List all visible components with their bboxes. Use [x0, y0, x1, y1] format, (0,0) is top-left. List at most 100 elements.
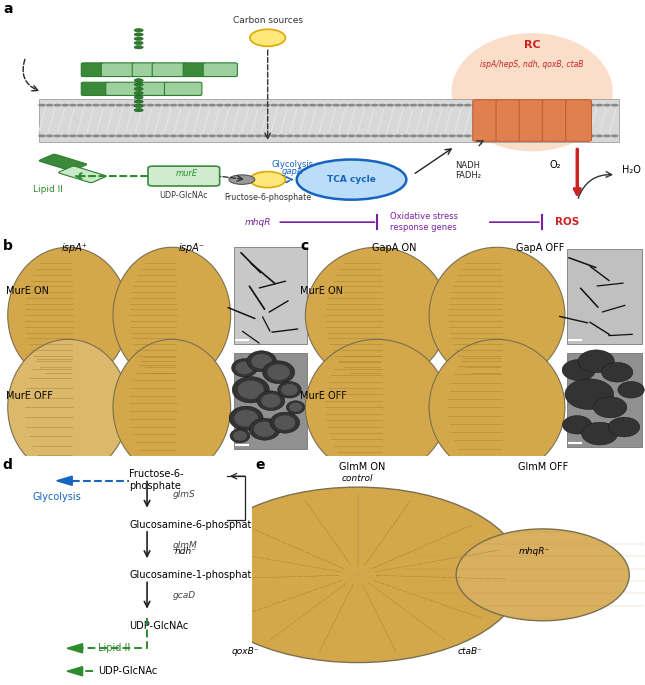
- Text: MurE ON: MurE ON: [300, 286, 343, 296]
- Circle shape: [54, 134, 61, 137]
- FancyBboxPatch shape: [39, 154, 86, 171]
- Circle shape: [134, 92, 143, 95]
- Circle shape: [134, 79, 143, 82]
- Circle shape: [257, 391, 285, 410]
- Circle shape: [134, 87, 143, 90]
- Circle shape: [216, 134, 224, 137]
- Circle shape: [603, 103, 611, 107]
- Circle shape: [332, 103, 340, 107]
- Circle shape: [131, 103, 139, 107]
- Circle shape: [595, 103, 603, 107]
- Circle shape: [495, 103, 502, 107]
- Circle shape: [232, 377, 270, 403]
- Circle shape: [471, 134, 479, 137]
- Circle shape: [595, 134, 603, 137]
- Circle shape: [61, 103, 69, 107]
- Circle shape: [541, 134, 549, 137]
- Circle shape: [355, 103, 363, 107]
- Circle shape: [177, 134, 185, 137]
- Text: RC: RC: [524, 40, 541, 49]
- Text: Lipid II: Lipid II: [34, 184, 63, 194]
- Circle shape: [270, 103, 278, 107]
- Text: UDP-GlcNAc: UDP-GlcNAc: [129, 621, 188, 631]
- Circle shape: [247, 134, 255, 137]
- Circle shape: [340, 134, 348, 137]
- Circle shape: [565, 379, 613, 410]
- Circle shape: [193, 103, 201, 107]
- Circle shape: [363, 103, 371, 107]
- Circle shape: [123, 134, 131, 137]
- Circle shape: [170, 134, 177, 137]
- FancyBboxPatch shape: [148, 166, 219, 186]
- Circle shape: [348, 103, 355, 107]
- Circle shape: [562, 416, 591, 434]
- Circle shape: [92, 134, 100, 137]
- Circle shape: [255, 134, 263, 137]
- FancyBboxPatch shape: [106, 82, 143, 95]
- FancyBboxPatch shape: [81, 63, 104, 77]
- Text: glmM: glmM: [173, 540, 197, 549]
- Ellipse shape: [456, 529, 630, 621]
- Ellipse shape: [250, 29, 285, 47]
- Ellipse shape: [305, 339, 448, 475]
- Text: e: e: [255, 458, 265, 472]
- Circle shape: [355, 134, 363, 137]
- Circle shape: [608, 417, 640, 437]
- Circle shape: [154, 103, 162, 107]
- Circle shape: [193, 134, 201, 137]
- Circle shape: [572, 134, 580, 137]
- Text: ROS: ROS: [555, 217, 579, 227]
- Text: ispA/hepS, ndh, qoxB, ctaB: ispA/hepS, ndh, qoxB, ctaB: [481, 60, 584, 68]
- Circle shape: [249, 419, 280, 440]
- Circle shape: [564, 103, 572, 107]
- FancyBboxPatch shape: [81, 82, 109, 95]
- FancyBboxPatch shape: [542, 100, 568, 141]
- Circle shape: [518, 103, 526, 107]
- FancyBboxPatch shape: [566, 100, 591, 141]
- Text: Glycolysis: Glycolysis: [32, 493, 81, 502]
- FancyBboxPatch shape: [39, 99, 619, 142]
- Circle shape: [441, 134, 448, 137]
- Circle shape: [134, 104, 143, 108]
- FancyBboxPatch shape: [140, 82, 168, 95]
- Text: Glucosamine-1-phosphate: Glucosamine-1-phosphate: [129, 570, 257, 580]
- Circle shape: [270, 134, 278, 137]
- Circle shape: [410, 134, 417, 137]
- Circle shape: [230, 429, 250, 443]
- Text: Fructose-6-
phosphate: Fructose-6- phosphate: [129, 469, 183, 491]
- Circle shape: [238, 381, 264, 399]
- Circle shape: [216, 103, 224, 107]
- Text: ispA⁻: ispA⁻: [179, 243, 205, 253]
- Circle shape: [293, 134, 301, 137]
- Circle shape: [379, 134, 386, 137]
- Circle shape: [232, 359, 257, 377]
- Circle shape: [115, 134, 123, 137]
- Circle shape: [301, 103, 309, 107]
- Circle shape: [425, 103, 433, 107]
- Circle shape: [348, 134, 355, 137]
- Circle shape: [588, 103, 595, 107]
- Text: Fructose-6-phosphate: Fructose-6-phosphate: [224, 192, 312, 201]
- Text: b: b: [3, 238, 13, 253]
- Circle shape: [441, 103, 448, 107]
- FancyBboxPatch shape: [496, 100, 522, 141]
- Circle shape: [134, 83, 143, 86]
- Circle shape: [201, 134, 208, 137]
- Circle shape: [46, 103, 54, 107]
- Text: qoxB⁻: qoxB⁻: [232, 647, 259, 656]
- Text: ctaB⁻: ctaB⁻: [458, 647, 482, 656]
- Circle shape: [572, 103, 580, 107]
- Circle shape: [557, 103, 564, 107]
- Ellipse shape: [305, 247, 448, 383]
- Circle shape: [386, 134, 394, 137]
- Circle shape: [263, 134, 270, 137]
- Circle shape: [69, 103, 77, 107]
- FancyBboxPatch shape: [566, 353, 642, 447]
- Circle shape: [100, 103, 108, 107]
- Text: Lipid II: Lipid II: [98, 643, 130, 653]
- Circle shape: [332, 134, 340, 137]
- Circle shape: [286, 401, 305, 414]
- Text: a: a: [3, 2, 13, 16]
- Ellipse shape: [250, 171, 285, 188]
- Circle shape: [131, 134, 139, 137]
